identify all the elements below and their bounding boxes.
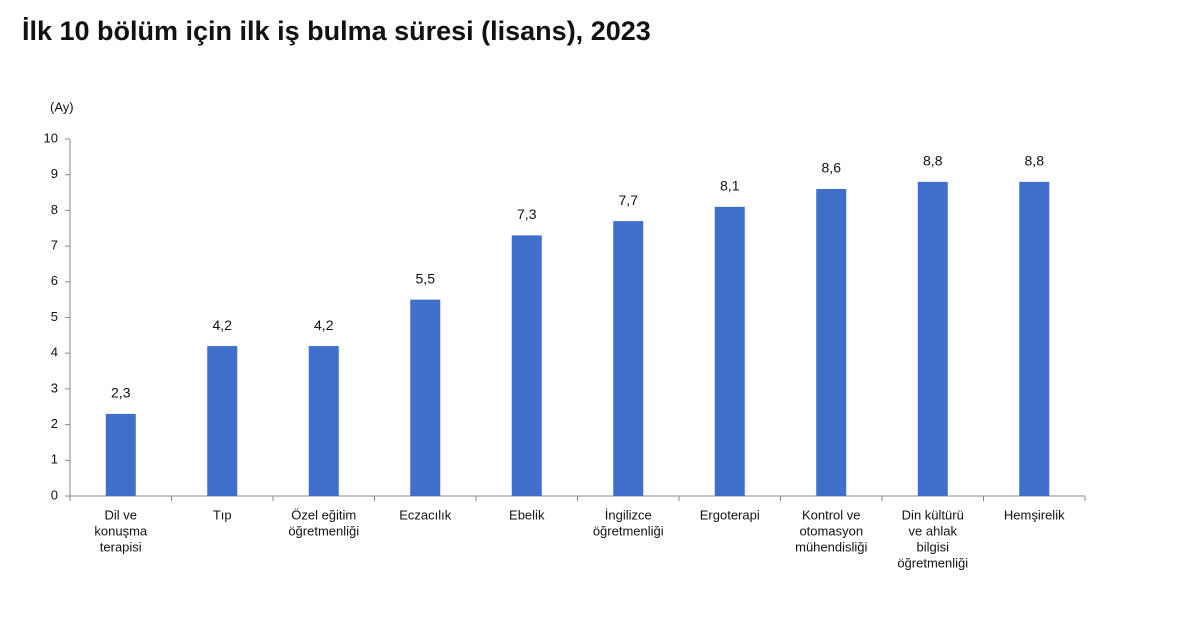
y-tick-label: 0 <box>51 487 58 502</box>
x-tick-label: ve ahlak <box>909 523 958 538</box>
y-tick-label: 5 <box>51 309 58 324</box>
x-tick-label: Eczacılık <box>399 507 452 522</box>
x-tick-label: Dil ve <box>104 507 137 522</box>
x-tick-label: Hemşirelik <box>1004 507 1065 522</box>
x-tick-label: Din kültürü <box>902 507 964 522</box>
x-tick-label: öğretmenliği <box>593 523 664 538</box>
y-axis-label: (Ay) <box>50 99 74 114</box>
value-label: 4,2 <box>213 317 233 333</box>
y-tick-label: 1 <box>51 452 58 467</box>
bar <box>207 346 238 496</box>
chart-title: İlk 10 bölüm için ilk iş bulma süresi (l… <box>22 16 651 46</box>
x-tick-label: konuşma <box>94 523 148 538</box>
y-tick-label: 10 <box>44 130 58 145</box>
y-tick-label: 4 <box>51 345 58 360</box>
x-tick-label: otomasyon <box>799 523 863 538</box>
bar <box>105 413 136 496</box>
value-label: 8,8 <box>1025 153 1045 169</box>
y-tick-label: 9 <box>51 166 58 181</box>
y-tick-label: 3 <box>51 380 58 395</box>
x-tick-label: terapisi <box>100 539 142 554</box>
value-label: 5,5 <box>416 270 436 286</box>
value-label: 8,6 <box>822 160 842 176</box>
x-tick-label: Tıp <box>213 507 232 522</box>
bar <box>410 299 441 496</box>
x-tick-label: Kontrol ve <box>802 507 861 522</box>
value-label: 7,7 <box>619 192 639 208</box>
x-tick-label: öğretmenliği <box>288 523 359 538</box>
value-label: 8,8 <box>923 153 943 169</box>
bar <box>308 346 339 496</box>
value-label: 8,1 <box>720 178 740 194</box>
bar <box>511 235 542 496</box>
x-tick-label: mühendisliği <box>795 539 867 554</box>
y-tick-label: 6 <box>51 273 58 288</box>
bar <box>1019 181 1050 496</box>
x-tick-label: Ebelik <box>509 507 545 522</box>
bar <box>613 221 644 497</box>
value-label: 7,3 <box>517 206 537 222</box>
x-tick-label: Ergoterapi <box>700 507 760 522</box>
y-tick-label: 8 <box>51 202 58 217</box>
bar <box>714 206 745 496</box>
bar <box>816 188 847 497</box>
x-tick-label: İngilizce <box>605 507 652 522</box>
y-tick-label: 2 <box>51 416 58 431</box>
y-tick-label: 7 <box>51 238 58 253</box>
x-tick-label: öğretmenliği <box>897 555 968 570</box>
x-tick-label: Özel eğitim <box>291 507 356 522</box>
x-tick-label: bilgisi <box>916 539 949 554</box>
bar <box>917 181 948 496</box>
value-label: 4,2 <box>314 317 334 333</box>
value-label: 2,3 <box>111 385 131 401</box>
